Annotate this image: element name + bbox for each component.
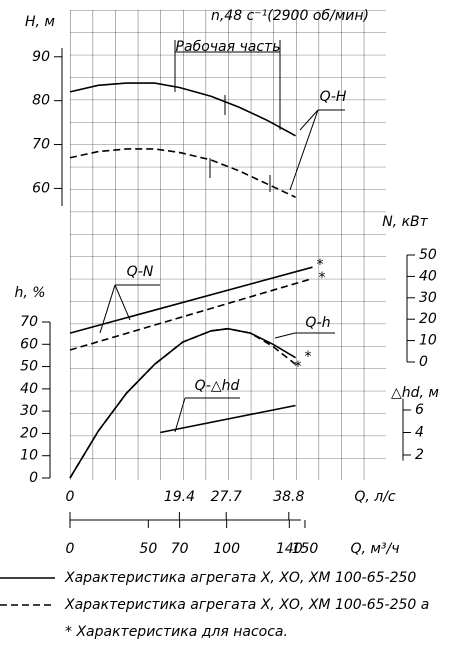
y-tick-label: 90	[32, 49, 50, 65]
y-tick-label: 6	[415, 402, 424, 418]
curve	[69, 148, 296, 198]
y-tick-label: 40	[419, 268, 437, 284]
x-tick-label: 38.8	[273, 489, 304, 505]
x2-tick-label: 70	[171, 541, 189, 557]
x2-tick-label: 100	[213, 541, 240, 557]
y-tick-label: 50	[419, 247, 437, 263]
x2-tick-label: 140	[276, 541, 303, 557]
x-tick-label: 19.4	[164, 489, 195, 505]
y-tick-label: 4	[415, 424, 424, 440]
y-tick-label: 30	[20, 403, 38, 419]
y-axis-label: H, м	[25, 14, 55, 30]
y-tick-label: 70	[32, 137, 50, 153]
y-tick-label: 20	[419, 311, 437, 327]
legend-label: Характеристика агрегата Х, ХО, ХМ 100-65…	[64, 570, 416, 586]
y-tick-label: 70	[20, 314, 38, 330]
background-grid	[70, 10, 386, 480]
annotation: Q-h	[305, 315, 330, 331]
x2-tick-label: 50	[139, 541, 157, 557]
y-tick-label: 60	[32, 180, 50, 196]
annotation: Q-N	[127, 264, 154, 280]
annotation: *	[319, 270, 326, 286]
annotation: *	[305, 349, 312, 365]
y-tick-label: 80	[32, 93, 50, 109]
y-axis-label: △hd, м	[391, 385, 439, 401]
curve	[69, 327, 297, 479]
x-tick-label: 0	[66, 489, 75, 505]
x2-axis-label: Q, м³/ч	[350, 541, 399, 557]
y-tick-label: 20	[20, 425, 38, 441]
y-tick-label: 40	[20, 381, 38, 397]
y-tick-label: 10	[20, 448, 38, 464]
y-axis-label: N, кВт	[382, 214, 428, 230]
footnote: * Характеристика для насоса.	[65, 624, 288, 640]
curve	[69, 82, 296, 137]
decorations	[0, 40, 345, 606]
y-tick-label: 0	[419, 354, 428, 370]
annotation: *	[295, 359, 302, 375]
y-tick-label: 60	[20, 336, 38, 352]
y-tick-label: 0	[29, 470, 38, 486]
y-tick-label: 30	[419, 290, 437, 306]
x-axis-label: Q, л/с	[354, 489, 396, 505]
annotation: *	[317, 257, 324, 273]
y-tick-label: 2	[415, 447, 424, 463]
chart-title: n,48 с⁻¹(2900 об/мин)	[211, 8, 369, 24]
y-tick-label: 10	[419, 333, 437, 349]
x2-tick-label: 150	[292, 541, 319, 557]
annotation: Q-H	[320, 89, 347, 105]
annotation: Рабочая часть	[176, 39, 281, 55]
y-axis-label: h, %	[14, 285, 45, 301]
legend-label: Характеристика агрегата Х, ХО, ХМ 100-65…	[64, 597, 429, 613]
curve	[69, 266, 313, 334]
curve	[69, 277, 313, 351]
curve	[160, 404, 296, 434]
x-tick-label: 27.7	[211, 489, 242, 505]
annotation: Q-△hd	[195, 378, 240, 394]
x2-tick-label: 0	[66, 541, 75, 557]
y-tick-label: 50	[20, 359, 38, 375]
